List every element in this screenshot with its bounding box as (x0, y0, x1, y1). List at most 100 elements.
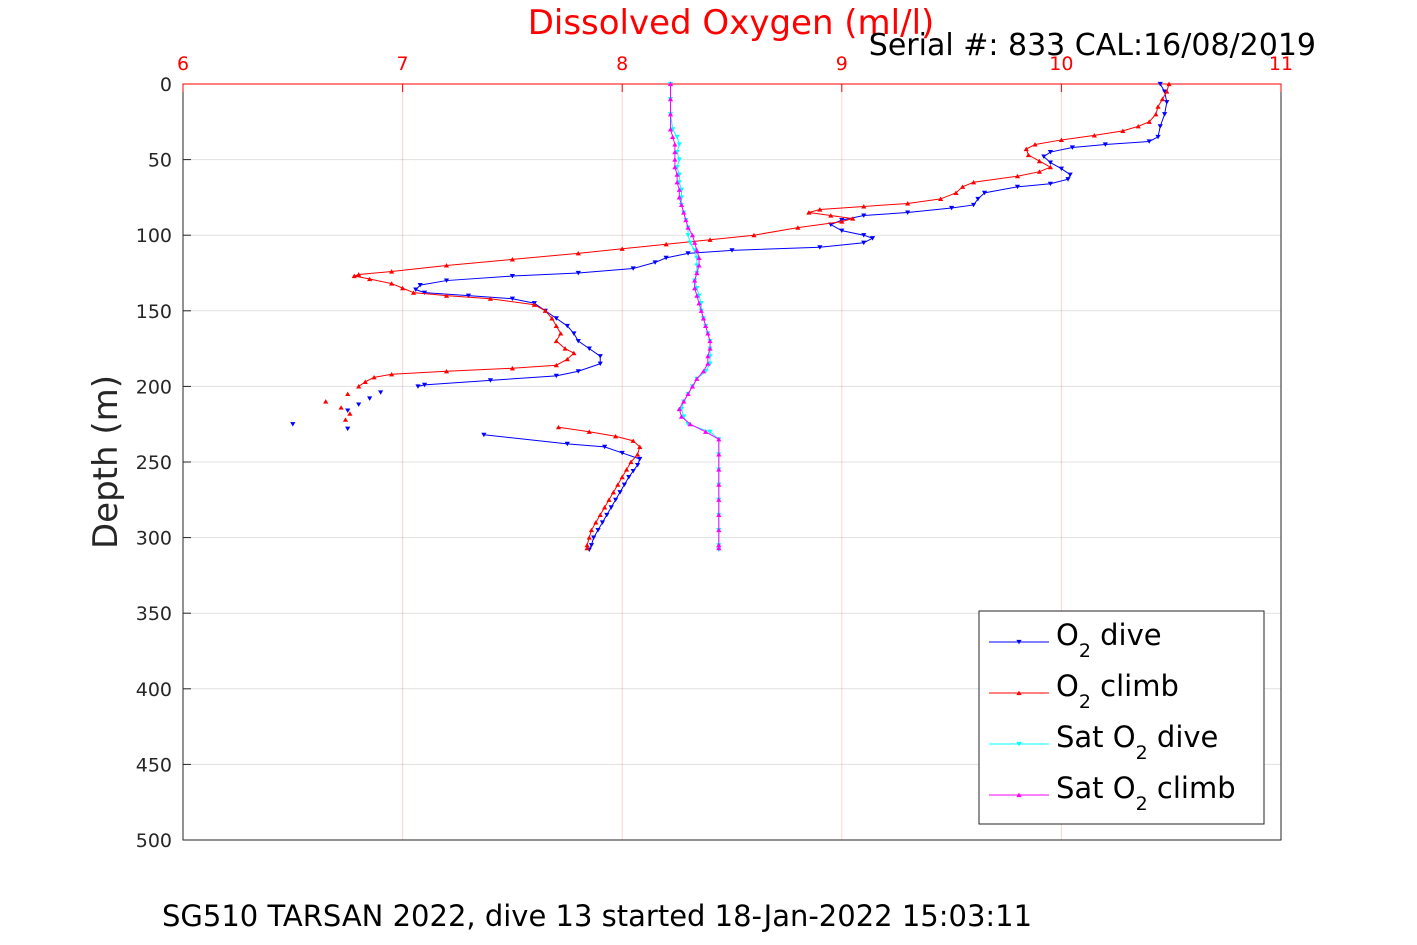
data-point-o2_climb (619, 474, 625, 480)
data-point-o2_climb (839, 219, 845, 224)
data-point-o2_climb (553, 323, 559, 328)
data-point-o2_dive (1162, 89, 1168, 94)
data-point-o2_dive (575, 369, 581, 374)
data-point-o2_climb (575, 251, 581, 256)
data-point-o2_climb (509, 365, 515, 371)
data-point-o2_climb (1047, 164, 1054, 170)
data-point-o2_climb (615, 482, 621, 487)
data-point-o2_dive (1047, 160, 1054, 165)
data-point-sat_climb (707, 346, 713, 351)
y-tick-label: 0 (160, 74, 172, 96)
data-point-o2_climb (443, 293, 450, 298)
data-point-o2_dive (817, 245, 823, 250)
data-point-o2_climb (1164, 89, 1170, 94)
data-point-sat_dive (678, 187, 685, 193)
data-point-o2_climb (345, 391, 351, 397)
data-point-sat_climb (683, 217, 689, 223)
chart-title: Dissolved Oxygen (ml/l) (528, 3, 935, 43)
data-point-sat_climb (716, 467, 722, 472)
y-axis-label: Depth (m) (86, 375, 126, 549)
legend-label: O2 dive (1056, 618, 1162, 662)
data-point-o2_dive (861, 240, 867, 246)
data-point-o2_dive (564, 323, 570, 329)
data-point-o2_climb (549, 316, 555, 321)
data-point-o2_climb (806, 210, 812, 215)
data-point-sat_climb (667, 127, 674, 132)
data-point-sat_dive (674, 165, 680, 170)
data-point-sat_climb (694, 270, 700, 276)
data-point-sat_dive (707, 361, 713, 367)
data-point-o2_dive (608, 505, 614, 510)
data-point-o2_climb (602, 505, 608, 510)
data-point-o2_climb (953, 190, 959, 195)
legend-label-text: climb (1148, 771, 1236, 805)
data-point-sat_climb (700, 368, 707, 374)
data-point-sat_climb (705, 361, 711, 366)
data-point-o2_climb (606, 497, 612, 502)
legend-marker (1016, 792, 1022, 798)
series-sat_climb (667, 81, 722, 551)
data-point-sat_climb (716, 512, 722, 517)
dive-caption: SG510 TARSAN 2022, dive 13 started 18-Ja… (162, 899, 1032, 933)
data-point-o2_dive (553, 373, 559, 379)
x-tick-label: 9 (836, 53, 848, 75)
data-point-o2_climb (584, 545, 590, 551)
data-point-o2_dive (970, 202, 977, 208)
data-point-sat_climb (694, 376, 700, 381)
series-line-o2_dive (483, 434, 641, 550)
data-point-o2_dive (1164, 100, 1170, 105)
axes: 6 7 8 9 10 11 0 50 100 150 200 250 300 350 400 450 500 (136, 53, 1293, 852)
data-point-sat_dive (696, 293, 702, 299)
data-point-sat_climb (698, 308, 704, 313)
data-point-o2_dive (637, 456, 643, 462)
data-point-o2_dive (861, 233, 867, 238)
data-point-o2_climb (1135, 123, 1141, 129)
data-point-o2_climb (1159, 96, 1166, 102)
legend-label-text: O (1056, 669, 1079, 703)
data-point-o2_climb (562, 346, 568, 351)
data-point-sat_climb (694, 293, 700, 298)
data-point-sat_climb (716, 452, 722, 457)
data-point-sat_climb (670, 134, 676, 139)
data-point-o2_dive (595, 527, 601, 533)
data-point-sat_dive (676, 172, 682, 178)
data-point-o2_dive (839, 228, 845, 234)
data-point-sat_dive (694, 255, 700, 261)
data-point-o2_dive (575, 338, 581, 344)
data-point-sat_climb (716, 436, 722, 442)
data-point-o2_climb (1155, 104, 1161, 109)
data-point-o2_climb (586, 535, 592, 540)
data-point-o2_climb (542, 308, 548, 313)
data-point-o2_climb (630, 438, 636, 443)
data-point-o2_climb (1036, 169, 1043, 174)
data-point-o2_dive (619, 450, 625, 456)
data-point-sat_climb (667, 96, 674, 102)
data-point-o2_dive (509, 296, 515, 302)
data-point-sat_climb (703, 429, 709, 434)
series-line-sat_dive (670, 84, 720, 550)
data-point-sat_climb (689, 384, 696, 389)
data-point-sat_climb (700, 316, 707, 321)
data-point-o2_climb (619, 246, 625, 251)
data-point-o2_climb (509, 257, 515, 262)
legend-label-text: O (1056, 618, 1079, 652)
data-point-o2_climb (347, 411, 353, 416)
data-point-o2_climb (338, 405, 344, 410)
data-point-o2_dive (345, 426, 351, 432)
data-point-o2_climb (850, 216, 856, 221)
data-point-o2_climb (938, 196, 944, 201)
data-point-o2_dive (663, 255, 669, 261)
data-point-o2_dive (630, 468, 636, 474)
data-point-o2_climb (628, 459, 634, 465)
data-point-o2_dive (949, 205, 955, 211)
data-point-o2_climb (443, 263, 450, 268)
data-point-sat_climb (667, 111, 674, 117)
data-point-o2_climb (1153, 111, 1159, 117)
data-point-o2_climb (959, 184, 966, 189)
data-point-o2_dive (591, 535, 597, 540)
data-point-o2_climb (362, 379, 368, 384)
data-point-sat_climb (667, 81, 674, 87)
data-point-sat_dive (676, 142, 682, 147)
data-point-o2_climb (588, 527, 595, 533)
data-point-o2_dive (729, 248, 735, 253)
